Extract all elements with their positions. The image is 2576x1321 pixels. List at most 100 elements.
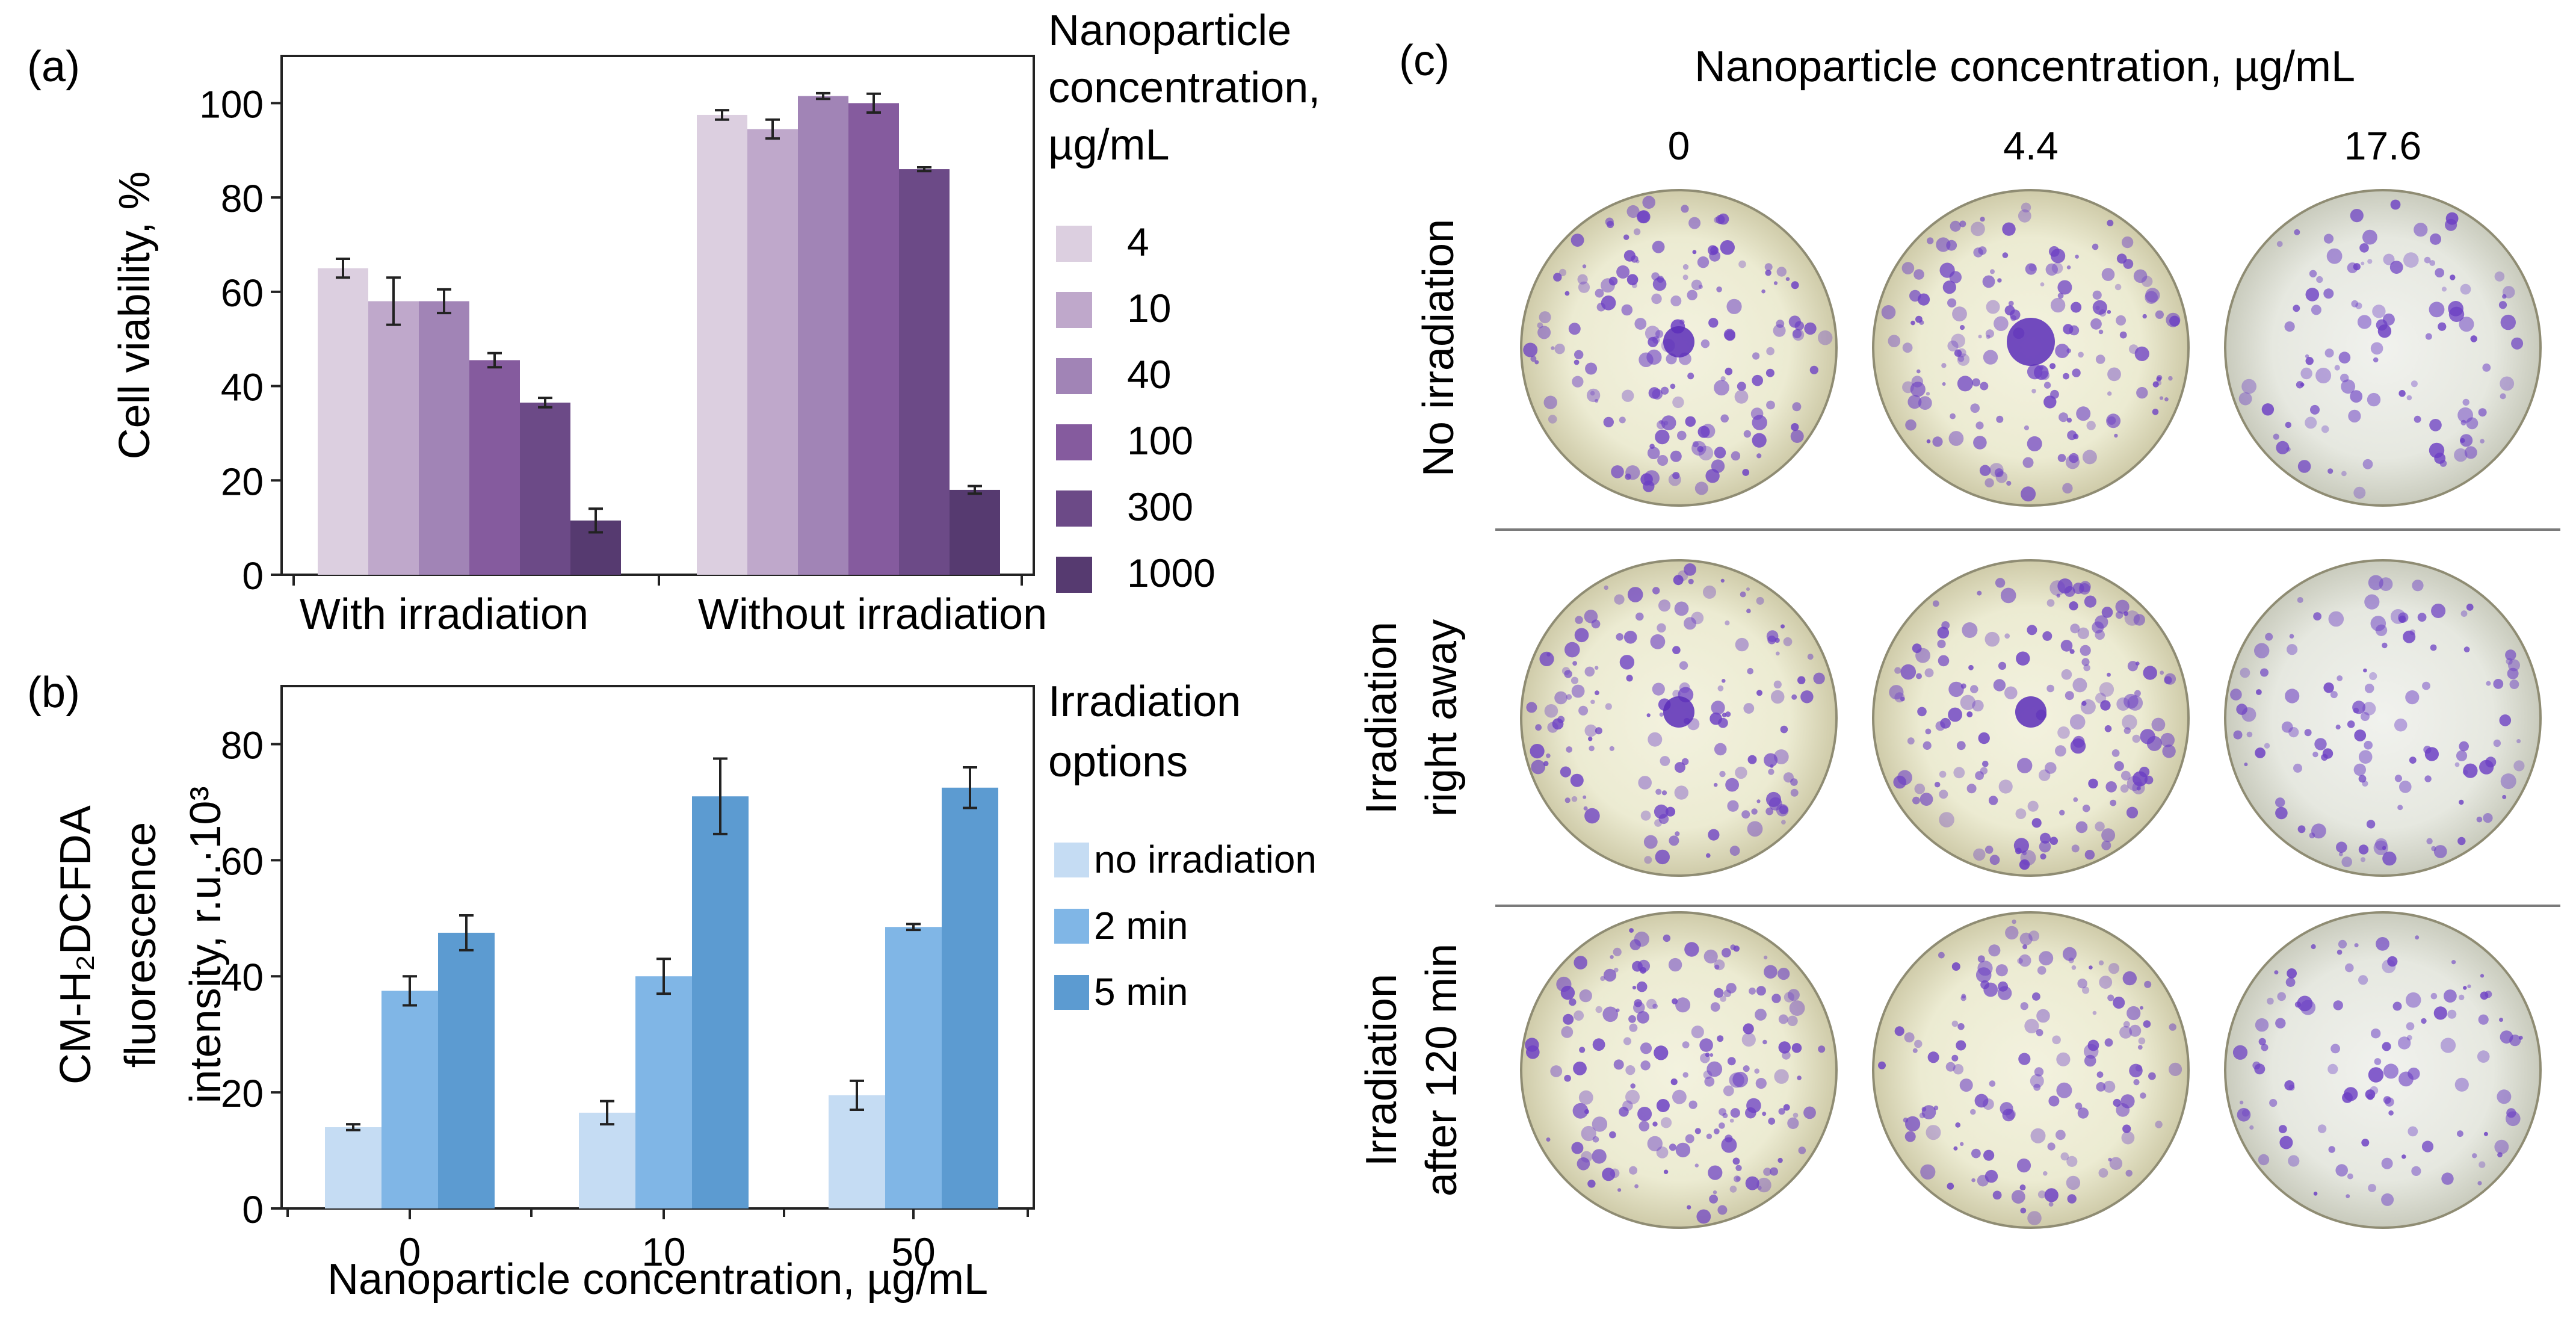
colony: [2361, 261, 2365, 265]
colony: [2441, 286, 2447, 292]
colony: [2341, 379, 2356, 394]
colony: [2004, 686, 2018, 700]
colony: [1752, 374, 1763, 386]
legend-entry-label: 300: [1127, 484, 1193, 529]
colony: [1531, 759, 1546, 775]
colony: [2457, 407, 2473, 423]
colony: [1722, 1113, 1728, 1118]
colony: [2039, 951, 2054, 966]
colony: [2025, 263, 2037, 275]
colony: [1900, 664, 1917, 680]
legend-swatch: [1054, 909, 1089, 944]
colony: [1708, 829, 1720, 841]
colony: [1924, 668, 1934, 678]
colony: [1894, 1026, 1904, 1036]
colony: [2048, 246, 2060, 257]
colony: [2324, 348, 2334, 358]
colony: [2415, 935, 2420, 940]
colony: [1766, 630, 1779, 642]
colony: [1916, 673, 1922, 679]
colony: [1572, 1103, 1589, 1119]
colony: [1608, 276, 1618, 286]
colony: [1669, 1143, 1676, 1151]
colony: [1915, 648, 1930, 663]
colony: [2460, 283, 2471, 295]
colony: [1747, 821, 1763, 837]
colony: [2258, 1038, 2266, 1045]
colony: [1613, 947, 1622, 956]
colony: [1631, 282, 1637, 288]
colony: [1691, 1026, 1704, 1039]
colony: [2115, 611, 2124, 619]
colony: [2346, 1194, 2350, 1198]
colony: [2456, 750, 2468, 761]
colony: [2246, 731, 2253, 738]
colony: [1729, 1118, 1734, 1123]
colony: [1685, 416, 1696, 427]
colony: [2323, 682, 2334, 693]
central-colony-cluster: [2015, 696, 2046, 728]
colony: [2151, 717, 2166, 732]
colony: [1719, 770, 1726, 778]
colony: [1792, 402, 1802, 412]
colony: [1918, 396, 1932, 410]
colony: [2019, 932, 2033, 945]
colony: [2077, 627, 2089, 640]
x-category-label: Without irradiation: [698, 590, 1047, 639]
colony: [2057, 454, 2066, 462]
colony: [2020, 1002, 2028, 1010]
colony: [1783, 637, 1793, 646]
colony: [2113, 997, 2125, 1009]
column-header: 0: [1668, 123, 1690, 168]
legend-swatch: [1056, 358, 1092, 394]
colony: [1985, 329, 1994, 338]
colony: [2426, 838, 2433, 844]
colony: [1642, 196, 1655, 209]
colony: [2441, 1172, 2454, 1185]
colony: [2040, 853, 2046, 860]
colony: [1710, 1053, 1714, 1057]
colony: [1626, 675, 1633, 682]
colony: [1705, 1052, 1710, 1057]
colony: [1998, 981, 2009, 992]
colony: [2124, 693, 2139, 709]
colony: [2072, 368, 2081, 377]
colony: [1685, 1134, 1694, 1143]
colony: [1961, 994, 1966, 999]
colony: [2430, 992, 2438, 1000]
colony: [1572, 376, 1584, 388]
colony: [2494, 271, 2505, 282]
row-label-line: No irradiation: [1415, 219, 1463, 477]
colony: [1947, 298, 1957, 308]
colony: [2076, 406, 2091, 421]
colony: [2509, 679, 2519, 689]
colony: [1983, 350, 1998, 365]
colony: [2459, 994, 2465, 1001]
colony: [1953, 1064, 1964, 1075]
colony: [2362, 780, 2368, 787]
colony: [1677, 430, 1687, 441]
colony: [1579, 1047, 1586, 1053]
colony: [2022, 944, 2028, 950]
colony: [1989, 1080, 1996, 1087]
colony: [1923, 741, 1932, 750]
colony: [1554, 344, 1565, 354]
bar: [885, 927, 942, 1208]
colony: [1725, 778, 1740, 792]
colony: [1535, 724, 1542, 731]
colony: [2030, 1074, 2044, 1088]
colony: [2454, 762, 2460, 767]
colony: [1915, 315, 1923, 323]
colony: [1654, 819, 1662, 827]
colony: [2075, 255, 2079, 259]
colony: [2122, 1124, 2131, 1133]
colony: [2256, 689, 2262, 695]
colony: [2297, 460, 2311, 473]
colony: [1788, 315, 1801, 328]
colony: [1631, 255, 1639, 263]
colony: [2063, 324, 2074, 335]
colony: [2502, 794, 2507, 799]
colony: [2127, 1006, 2141, 1021]
colony: [1971, 1148, 1981, 1159]
colony: [2046, 599, 2055, 607]
